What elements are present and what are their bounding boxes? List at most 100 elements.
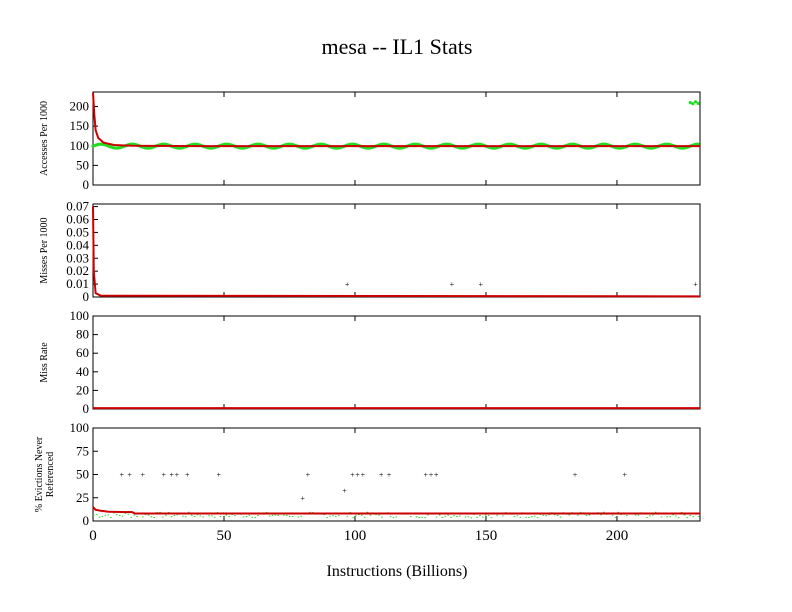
sample-point bbox=[502, 515, 504, 517]
sample-point bbox=[208, 515, 210, 517]
sample-point: + bbox=[169, 471, 174, 480]
chart-title: mesa -- IL1 Stats bbox=[322, 34, 473, 59]
sample-point bbox=[107, 514, 109, 516]
sample-point bbox=[438, 514, 441, 516]
sample-point bbox=[309, 511, 311, 513]
sample-point bbox=[130, 516, 132, 518]
sample-point bbox=[580, 511, 582, 513]
sample-point bbox=[133, 514, 135, 516]
sample-point bbox=[118, 514, 121, 516]
sample-point bbox=[147, 514, 150, 516]
y-tick-label: 0.01 bbox=[66, 276, 89, 291]
sample-point bbox=[453, 515, 455, 517]
sample-point bbox=[346, 515, 349, 517]
sample-point: + bbox=[127, 471, 132, 480]
y-tick-label: 100 bbox=[70, 138, 90, 153]
sample-point bbox=[274, 514, 277, 516]
sample-point bbox=[698, 515, 700, 517]
plot-frame bbox=[92, 203, 701, 298]
sample-point bbox=[185, 516, 187, 518]
sample-point bbox=[533, 515, 536, 517]
sample-point bbox=[516, 515, 519, 517]
sample-point bbox=[228, 515, 230, 517]
sample-point: + bbox=[693, 280, 698, 289]
sample-point bbox=[150, 516, 153, 518]
sample-point bbox=[689, 515, 692, 517]
sample-point bbox=[421, 516, 424, 518]
sample-point bbox=[257, 514, 259, 516]
y-tick-label: 100 bbox=[70, 420, 90, 435]
sample-point bbox=[556, 514, 559, 516]
sample-point bbox=[121, 515, 124, 517]
sample-point bbox=[444, 515, 447, 517]
panel-1: 0 50 100 150 200 Accesses Per 1000 bbox=[39, 91, 701, 192]
y-tick-label: 100 bbox=[70, 308, 90, 323]
sample-point bbox=[588, 514, 591, 516]
sample-point bbox=[95, 514, 98, 516]
sample-point: + bbox=[185, 471, 190, 480]
x-tick-label: 200 bbox=[606, 528, 629, 544]
sample-point bbox=[467, 516, 470, 518]
sample-point bbox=[476, 516, 478, 518]
sample-point bbox=[649, 515, 651, 517]
sample-point bbox=[104, 514, 107, 516]
sample-point bbox=[513, 515, 516, 517]
sample-point: + bbox=[120, 471, 125, 480]
sample-point bbox=[251, 516, 253, 518]
y-tick-label: 0.06 bbox=[66, 212, 89, 227]
sample-point bbox=[110, 516, 112, 518]
sample-point bbox=[450, 516, 452, 518]
sample-point bbox=[470, 517, 473, 519]
x-tick-label: 50 bbox=[216, 528, 231, 544]
sample-point bbox=[268, 515, 271, 517]
sample-point bbox=[696, 142, 700, 146]
sample-point: + bbox=[141, 471, 146, 480]
sample-point bbox=[369, 514, 372, 516]
sample-point bbox=[196, 514, 199, 516]
sample-point bbox=[202, 516, 205, 518]
sample-point bbox=[577, 514, 579, 516]
sample-point: + bbox=[573, 471, 578, 480]
sample-point bbox=[219, 515, 222, 517]
sample-point bbox=[441, 516, 444, 518]
y-axis-label: % Evictions Never bbox=[34, 436, 45, 512]
panel-3: 0 20 40 60 80 100 Miss Rate bbox=[39, 308, 701, 416]
sample-point bbox=[234, 515, 236, 517]
sample-point bbox=[603, 511, 605, 513]
sample-point bbox=[352, 517, 354, 519]
sample-point bbox=[654, 511, 657, 513]
y-tick-label: 0.04 bbox=[66, 237, 89, 252]
sample-point bbox=[245, 516, 248, 518]
sample-point bbox=[675, 515, 677, 517]
sample-point bbox=[378, 514, 380, 516]
plot-frame bbox=[92, 315, 701, 410]
sample-point bbox=[418, 517, 421, 519]
sample-point bbox=[329, 515, 331, 517]
y-axis-label: Referenced bbox=[45, 452, 56, 498]
sample-point bbox=[156, 512, 158, 514]
sample-point bbox=[611, 514, 614, 516]
sample-point: + bbox=[379, 471, 384, 480]
sample-point bbox=[297, 516, 300, 518]
sample-point bbox=[326, 517, 328, 519]
sample-point bbox=[98, 516, 101, 518]
sample-point bbox=[141, 516, 144, 518]
sample-point: + bbox=[175, 471, 180, 480]
sample-point bbox=[669, 516, 671, 518]
sample-point bbox=[548, 514, 550, 516]
sample-point bbox=[568, 514, 570, 516]
y-tick-label: 50 bbox=[76, 157, 89, 172]
sample-point bbox=[188, 511, 190, 513]
x-tick-label: 150 bbox=[475, 528, 498, 544]
sample-point bbox=[335, 516, 337, 518]
sample-point bbox=[617, 511, 619, 513]
sample-point bbox=[288, 515, 291, 517]
sample-point bbox=[585, 514, 588, 516]
sample-point bbox=[366, 511, 369, 513]
sample-point: + bbox=[306, 471, 311, 480]
sample-point bbox=[170, 516, 173, 518]
y-tick-label: 200 bbox=[70, 99, 90, 114]
y-tick-label: 40 bbox=[76, 364, 89, 379]
y-tick-label: 60 bbox=[76, 345, 89, 360]
